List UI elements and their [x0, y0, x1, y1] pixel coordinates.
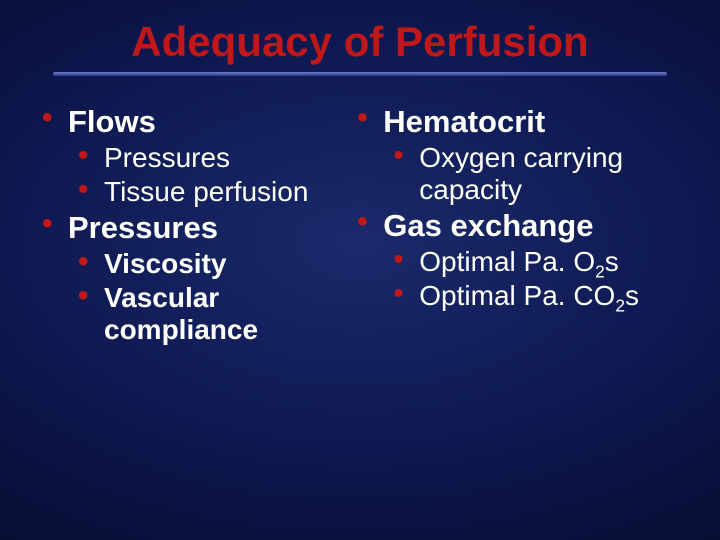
bullet-icon: •	[78, 248, 104, 277]
left-item-text-3: Pressures	[68, 210, 218, 246]
right-item-text-0: Hematocrit	[383, 104, 545, 140]
right-item-1: •Oxygen carrying capacity	[393, 142, 680, 206]
bullet-icon: •	[393, 246, 419, 275]
bullet-icon: •	[78, 142, 104, 171]
right-item-2: •Gas exchange	[355, 208, 680, 244]
content-columns: •Flows•Pressures•Tissue perfusion•Pressu…	[40, 104, 680, 348]
bullet-icon: •	[355, 208, 383, 237]
bullet-icon: •	[78, 282, 104, 311]
bullet-icon: •	[355, 104, 383, 133]
left-item-text-4: Viscosity	[104, 248, 226, 280]
left-item-text-2: Tissue perfusion	[104, 176, 308, 208]
bullet-icon: •	[393, 142, 419, 171]
right-item-3: •Optimal Pa. O2s	[393, 246, 680, 278]
left-column: •Flows•Pressures•Tissue perfusion•Pressu…	[40, 104, 349, 348]
right-column: •Hematocrit•Oxygen carrying capacity•Gas…	[355, 104, 680, 348]
left-item-3: •Pressures	[40, 210, 349, 246]
right-item-text-1: Oxygen carrying capacity	[419, 142, 680, 206]
bullet-icon: •	[40, 210, 68, 239]
right-item-text-2: Gas exchange	[383, 208, 593, 244]
left-item-4: •Viscosity	[78, 248, 349, 280]
left-item-text-0: Flows	[68, 104, 156, 140]
left-item-0: •Flows	[40, 104, 349, 140]
right-item-text-3: Optimal Pa. O2s	[419, 246, 619, 278]
left-item-1: •Pressures	[78, 142, 349, 174]
title-divider	[53, 72, 667, 76]
left-item-5: •Vascular compliance	[78, 282, 349, 346]
left-item-2: •Tissue perfusion	[78, 176, 349, 208]
bullet-icon: •	[40, 104, 68, 133]
bullet-icon: •	[393, 280, 419, 309]
left-item-text-1: Pressures	[104, 142, 230, 174]
right-item-0: •Hematocrit	[355, 104, 680, 140]
left-item-text-5: Vascular compliance	[104, 282, 349, 346]
right-item-text-4: Optimal Pa. CO2s	[419, 280, 639, 312]
bullet-icon: •	[78, 176, 104, 205]
slide-title: Adequacy of Perfusion	[40, 18, 680, 66]
right-item-4: •Optimal Pa. CO2s	[393, 280, 680, 312]
